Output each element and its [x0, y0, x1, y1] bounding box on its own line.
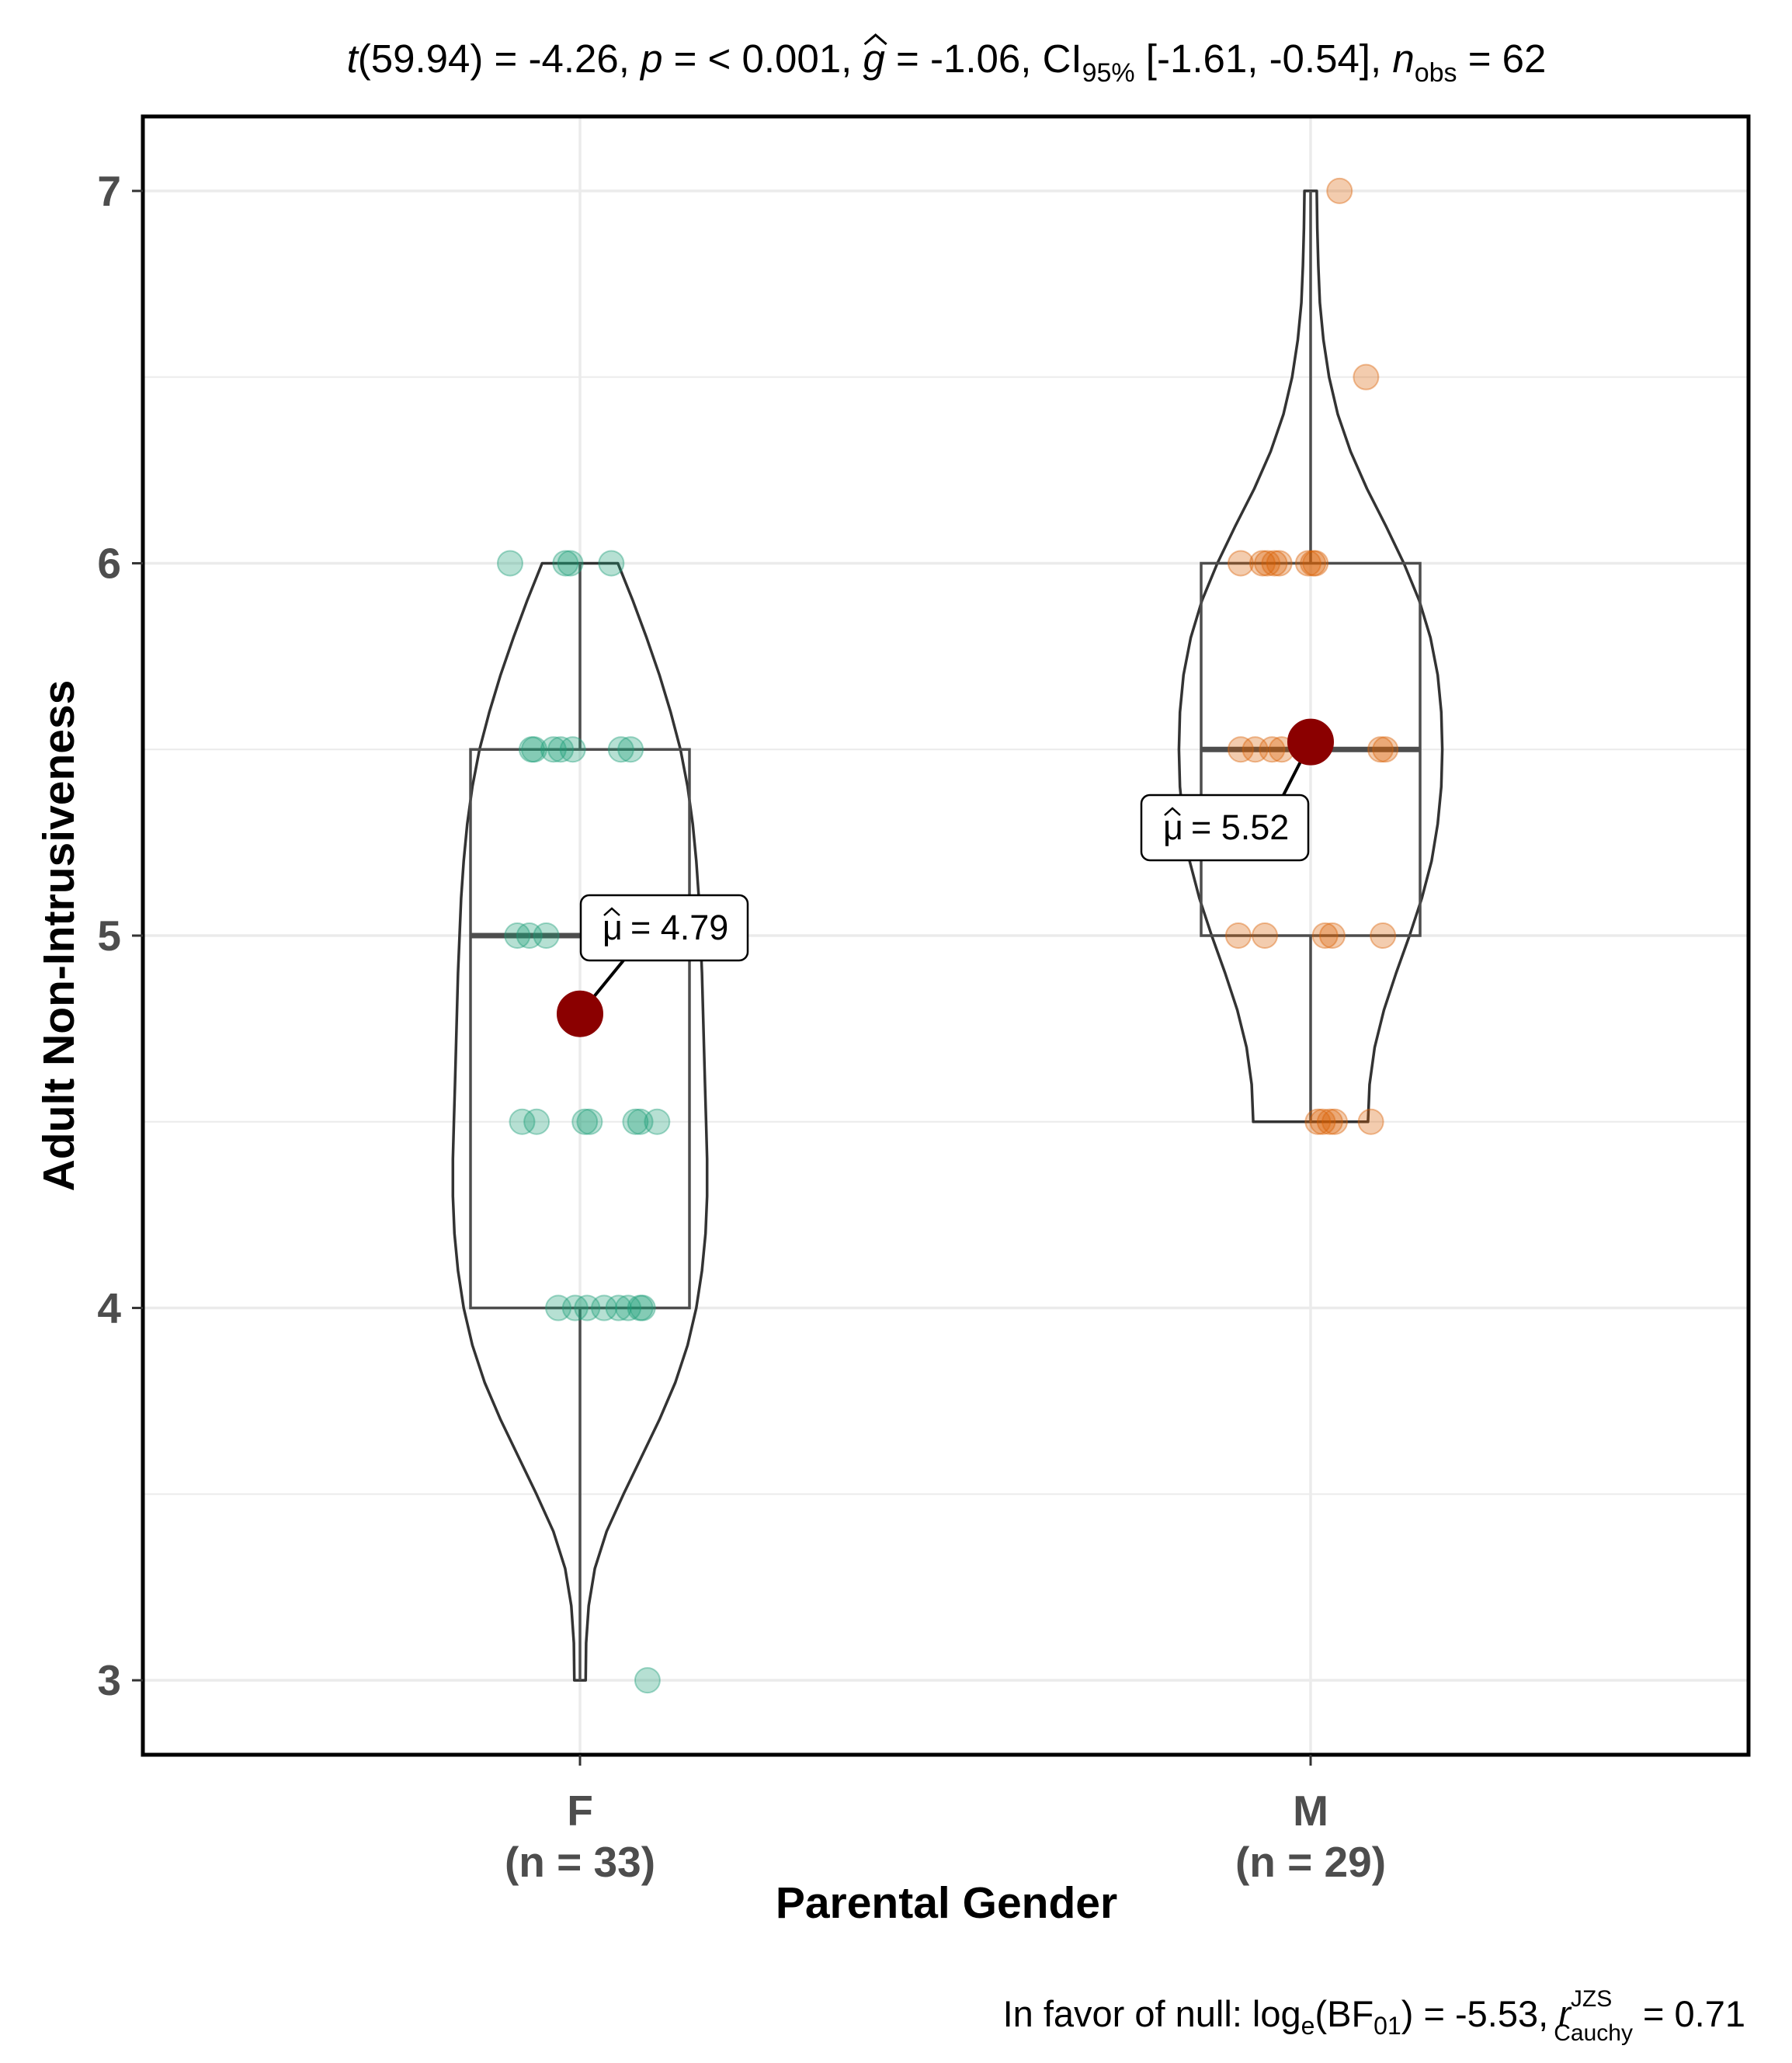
data-point-m	[1227, 736, 1254, 763]
y-axis-title: Adult Non-Intrusiveness	[34, 680, 84, 1192]
x-tick-label-M: M	[1293, 1787, 1328, 1835]
data-point-m	[1300, 550, 1327, 577]
data-point-f	[516, 922, 543, 949]
data-point-f	[571, 1108, 599, 1135]
data-point-m	[1309, 1108, 1336, 1135]
data-point-m	[1370, 922, 1397, 949]
data-point-m	[1252, 922, 1279, 949]
data-point-m	[1318, 922, 1346, 949]
data-point-m	[1372, 736, 1399, 763]
mean-value: = 4.79	[630, 908, 728, 947]
data-point-f	[561, 1294, 589, 1322]
data-point-m	[1304, 1108, 1332, 1135]
y-axis: 3 4 5 6 7	[97, 167, 143, 1704]
mean-value: = 5.52	[1191, 807, 1289, 847]
data-point-f	[629, 1294, 656, 1322]
data-point-f	[644, 1108, 671, 1135]
x-tick-label-F: F	[567, 1787, 593, 1835]
data-point-f	[634, 1667, 661, 1694]
data-point-m	[1353, 363, 1380, 391]
data-point-f	[576, 1108, 603, 1135]
mean-label-box	[579, 894, 749, 962]
y-tick-label: 6	[97, 539, 121, 587]
data-point-f	[552, 550, 579, 577]
mean-point-m	[1287, 718, 1334, 766]
y-tick-label: 7	[97, 167, 121, 215]
data-point-f	[545, 1294, 572, 1322]
chart-subtitle: t(59.94) = -4.26, p = < 0.001, g = -1.06…	[347, 36, 1547, 88]
data-point-f	[591, 1294, 618, 1322]
data-point-m	[1357, 1108, 1384, 1135]
data-point-f	[627, 1108, 654, 1135]
data-point-f	[496, 550, 523, 577]
g-hat-accent	[863, 33, 887, 46]
mean-point-f	[557, 990, 603, 1037]
data-point-f	[504, 922, 531, 949]
mean-label-text: μ = 4.79	[603, 908, 728, 947]
mean-label-box	[1140, 794, 1310, 862]
y-tick-label: 3	[97, 1656, 121, 1704]
data-point-m	[1321, 1108, 1349, 1135]
data-point-m	[1227, 550, 1254, 577]
x-tick-count-F: (n = 33)	[505, 1838, 655, 1886]
data-point-f	[523, 1108, 550, 1135]
means: μ = 4.79 μ = 5.52	[557, 718, 1334, 1037]
mu-hat-accent	[603, 907, 620, 916]
data-point-m	[1266, 550, 1293, 577]
data-point-f	[622, 1108, 649, 1135]
data-point-f	[547, 736, 575, 763]
data-point-f	[574, 1294, 601, 1322]
chart-caption: In favor of null: loge(BF01) = -5.53, rJ…	[1003, 1986, 1745, 2046]
box-f	[469, 748, 691, 1310]
data-point-m	[1259, 736, 1286, 763]
data-point-f	[627, 1294, 654, 1322]
data-point-f	[559, 736, 586, 763]
data-point-m	[1242, 736, 1269, 763]
y-tick-label: 4	[97, 1284, 121, 1332]
x-axis-title: Parental Gender	[776, 1878, 1117, 1928]
mu-hat-accent	[1164, 807, 1181, 816]
violin-f	[451, 561, 709, 1682]
data-point-f	[518, 736, 545, 763]
data-point-m	[1302, 550, 1329, 577]
data-point-m	[1326, 177, 1353, 204]
mean-label-f: μ = 4.79	[579, 894, 749, 962]
data-point-f	[521, 736, 548, 763]
data-point-m	[1261, 550, 1288, 577]
mean-label-m: μ = 5.52	[1140, 794, 1310, 862]
data-point-m	[1311, 922, 1339, 949]
y-tick-label: 5	[97, 912, 121, 960]
data-point-f	[605, 1294, 632, 1322]
data-point-f	[607, 736, 634, 763]
mean-label-text: μ = 5.52	[1163, 807, 1289, 847]
data-point-f	[533, 922, 560, 949]
data-point-f	[617, 736, 644, 763]
data-point-f	[557, 550, 584, 577]
data-point-f	[540, 736, 567, 763]
data-point-m	[1248, 550, 1276, 577]
data-point-m	[1367, 736, 1394, 763]
x-tick-count-M: (n = 29)	[1235, 1838, 1386, 1886]
data-points	[496, 177, 1399, 1694]
x-axis: F(n = 33) M(n = 29)	[505, 1755, 1386, 1886]
data-point-f	[615, 1294, 642, 1322]
data-point-f	[598, 550, 625, 577]
data-point-m	[1316, 1108, 1343, 1135]
data-point-m	[1254, 550, 1281, 577]
data-point-f	[509, 1108, 536, 1135]
data-point-m	[1294, 550, 1321, 577]
data-point-m	[1224, 922, 1252, 949]
